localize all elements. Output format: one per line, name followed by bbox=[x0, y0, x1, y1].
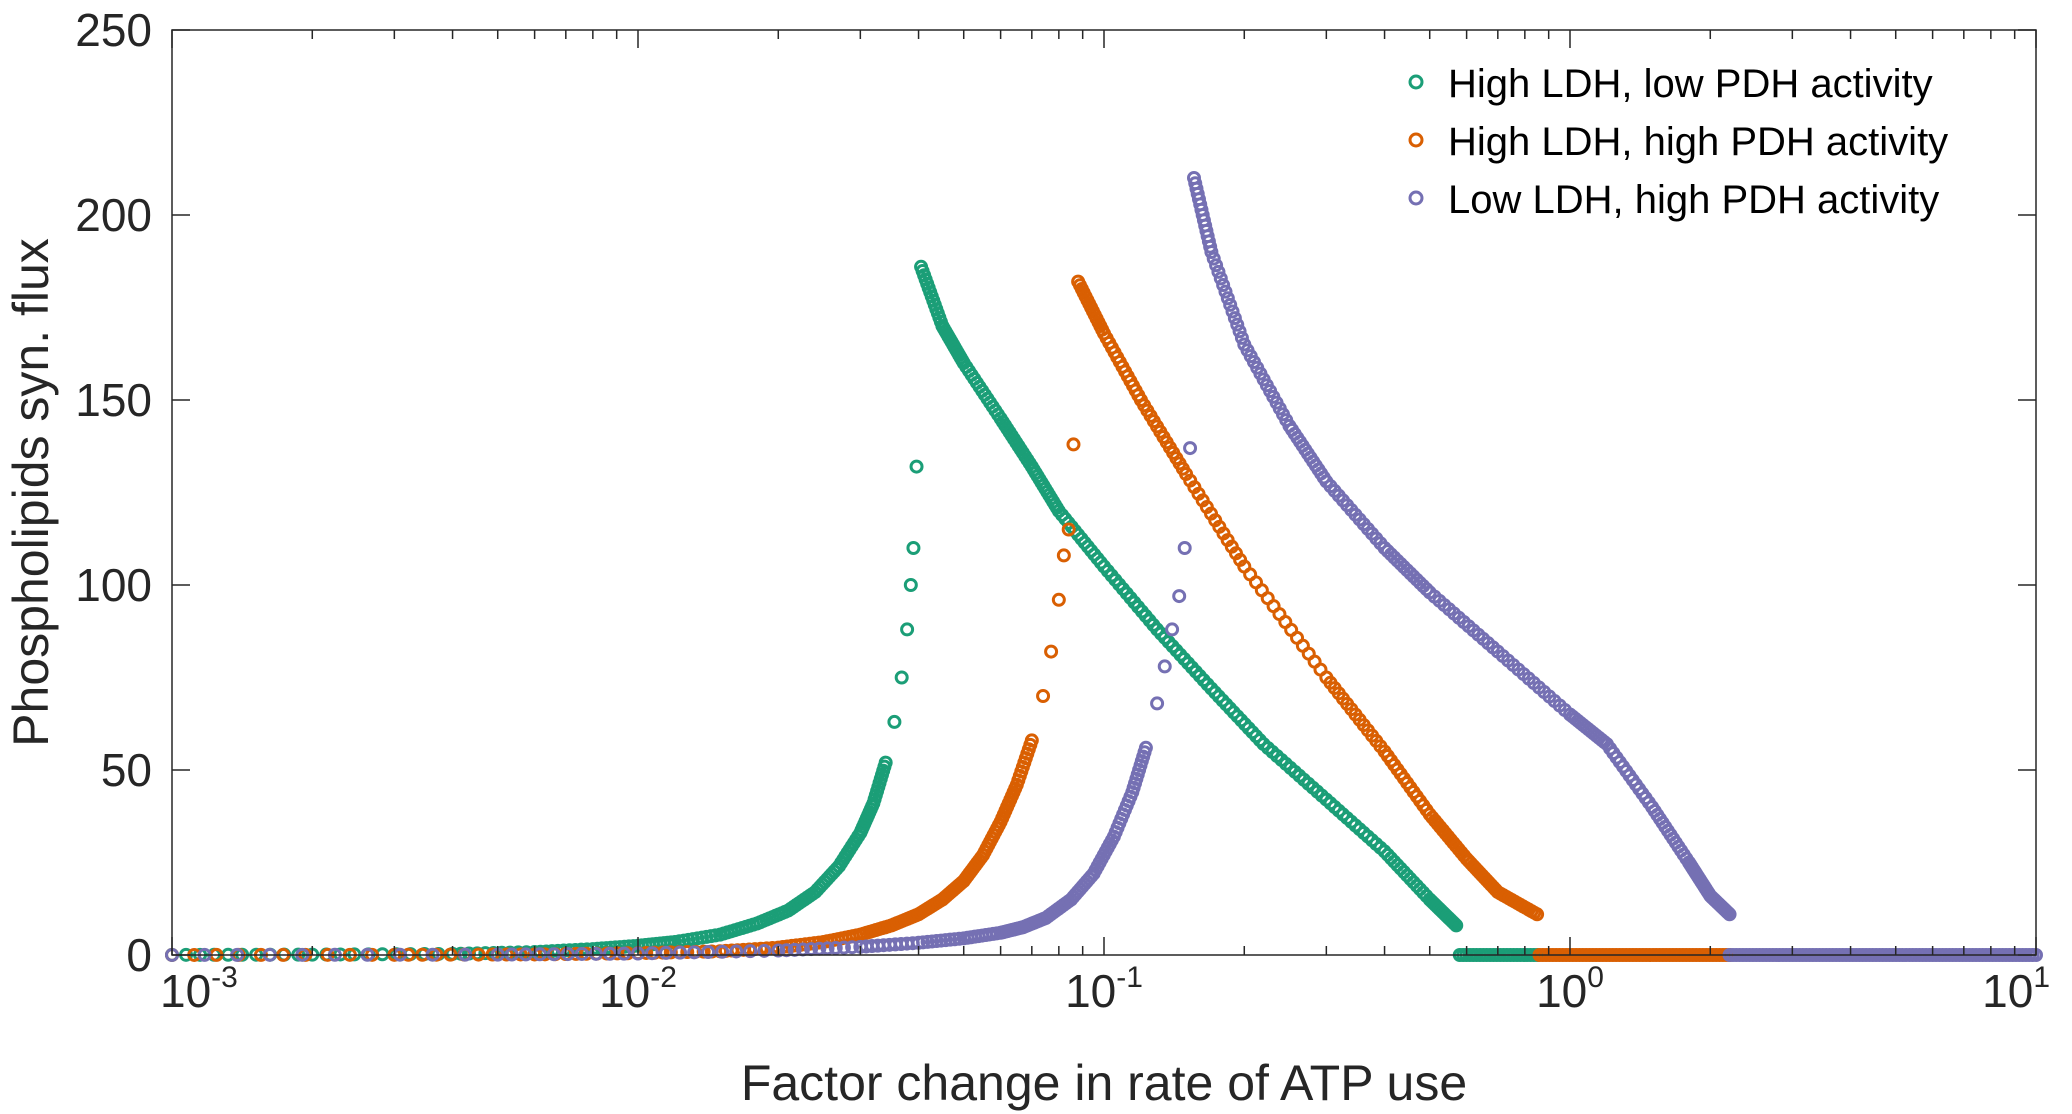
data-point bbox=[906, 541, 921, 555]
data-point bbox=[673, 945, 688, 960]
x-tick-label: 10-2 bbox=[599, 961, 677, 1017]
data-point bbox=[659, 945, 674, 960]
y-tick-label: 150 bbox=[75, 374, 152, 426]
data-point bbox=[1138, 740, 1153, 755]
data-point bbox=[878, 755, 893, 770]
data-point bbox=[588, 946, 603, 961]
x-axis-tick-labels: 10-3 10-2 10-1 100 101 bbox=[160, 961, 2050, 1017]
series-layer bbox=[165, 171, 2043, 962]
data-point bbox=[645, 946, 660, 961]
data-point bbox=[1530, 907, 1545, 922]
data-point bbox=[894, 670, 909, 685]
legend-label: High LDH, high PDH activity bbox=[1448, 120, 1948, 164]
legend-item-3: Low LDH, high PDH activity bbox=[1408, 178, 1939, 222]
x-tick-label: 101 bbox=[1982, 961, 2050, 1017]
y-axis-tick-labels: 0 50 100 150 200 250 bbox=[75, 4, 152, 981]
data-point bbox=[1066, 437, 1081, 452]
data-point bbox=[687, 945, 702, 960]
data-point bbox=[757, 943, 772, 958]
data-point bbox=[1051, 592, 1066, 607]
data-point bbox=[836, 940, 851, 955]
data-point bbox=[900, 622, 915, 637]
data-point bbox=[845, 940, 860, 955]
data-point bbox=[1449, 918, 1464, 933]
data-point bbox=[1036, 689, 1051, 703]
data-point bbox=[701, 945, 716, 960]
data-point bbox=[729, 944, 744, 959]
y-tick-label: 0 bbox=[126, 929, 152, 981]
data-point bbox=[1216, 278, 1231, 293]
x-tick-label: 10-3 bbox=[160, 961, 238, 1017]
data-point bbox=[546, 947, 561, 962]
data-point bbox=[1447, 916, 1462, 931]
data-point bbox=[639, 945, 654, 960]
data-point bbox=[1172, 589, 1187, 604]
data-point bbox=[1183, 441, 1198, 456]
data-point bbox=[680, 945, 695, 960]
data-point bbox=[1234, 330, 1249, 345]
data-point bbox=[1157, 659, 1172, 674]
data-point bbox=[616, 946, 631, 961]
data-point bbox=[1206, 251, 1221, 266]
data-point bbox=[1211, 264, 1226, 279]
data-point bbox=[1213, 271, 1228, 286]
legend-label: Low LDH, high PDH activity bbox=[1448, 178, 1939, 222]
data-point bbox=[812, 941, 827, 956]
legend-item-1: High LDH, low PDH activity bbox=[1408, 62, 1933, 106]
data-point bbox=[1204, 245, 1219, 259]
data-point bbox=[743, 944, 758, 959]
data-point bbox=[1225, 304, 1240, 319]
data-point bbox=[1223, 297, 1238, 312]
data-point bbox=[771, 943, 786, 958]
data-point bbox=[1056, 548, 1071, 563]
data-point bbox=[715, 944, 730, 959]
data-point bbox=[574, 946, 589, 961]
legend-item-2: High LDH, high PDH activity bbox=[1408, 120, 1948, 164]
axis-ticks bbox=[171, 29, 2037, 956]
data-point bbox=[1061, 522, 1076, 537]
data-point bbox=[887, 714, 902, 729]
data-point bbox=[602, 946, 617, 961]
data-point bbox=[1218, 284, 1233, 299]
data-point bbox=[1165, 622, 1180, 637]
legend: High LDH, low PDH activity High LDH, high… bbox=[1408, 62, 1948, 222]
data-point bbox=[560, 947, 575, 962]
y-tick-label: 100 bbox=[75, 559, 152, 611]
data-point bbox=[828, 940, 843, 955]
data-point bbox=[909, 459, 924, 474]
x-tick-label: 10-1 bbox=[1065, 961, 1143, 1017]
x-axis-label: Factor change in rate of ATP use bbox=[741, 1055, 1467, 1111]
legend-marker bbox=[1408, 74, 1424, 90]
data-point bbox=[1419, 582, 1434, 597]
data-point bbox=[1232, 324, 1247, 339]
data-point bbox=[1044, 644, 1059, 659]
data-point bbox=[1177, 541, 1192, 555]
data-point bbox=[820, 941, 835, 956]
data-point bbox=[1150, 696, 1165, 711]
data-point bbox=[1227, 311, 1242, 326]
data-point bbox=[1209, 258, 1224, 273]
legend-label: High LDH, low PDH activity bbox=[1448, 62, 1933, 106]
data-point bbox=[1722, 907, 1737, 922]
x-tick-label: 100 bbox=[1536, 961, 1604, 1017]
y-tick-label: 50 bbox=[101, 744, 152, 796]
legend-marker bbox=[1408, 190, 1424, 206]
data-point bbox=[1024, 733, 1039, 748]
y-tick-label: 200 bbox=[75, 189, 152, 241]
legend-marker bbox=[1408, 132, 1424, 148]
data-point bbox=[1230, 317, 1245, 332]
data-point bbox=[1220, 291, 1235, 306]
y-tick-label: 250 bbox=[75, 4, 152, 56]
y-axis-label: Phospholipids syn. flux bbox=[3, 238, 59, 747]
data-point bbox=[903, 578, 918, 592]
